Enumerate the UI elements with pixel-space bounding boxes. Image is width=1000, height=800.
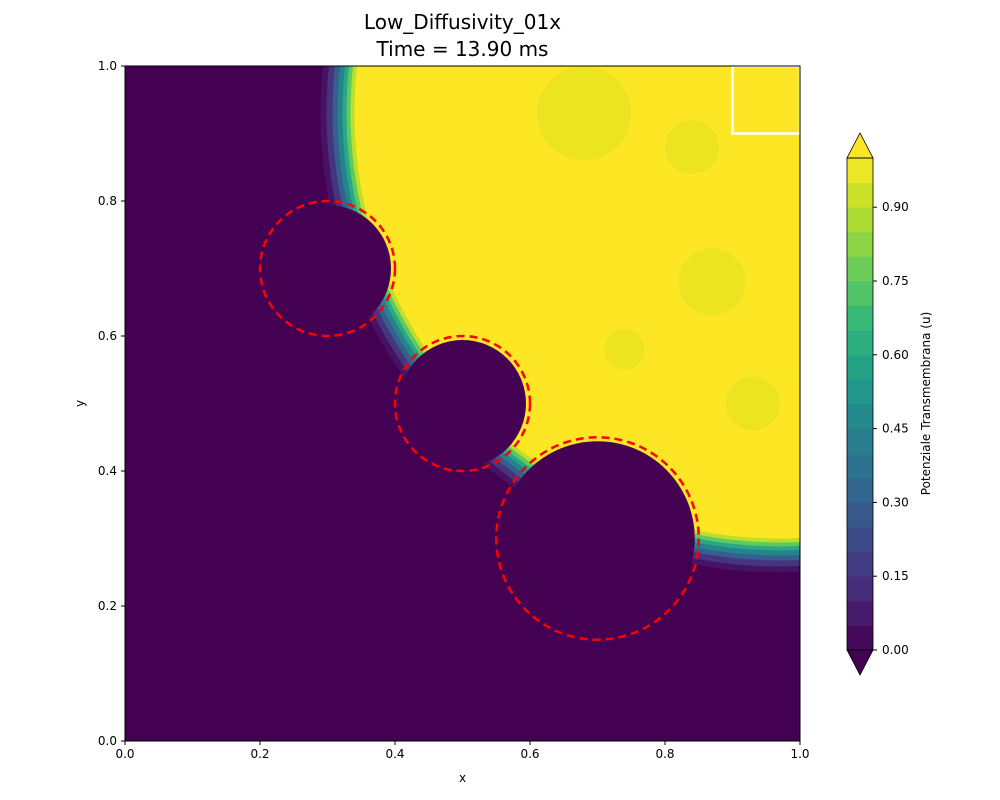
- colorbar-label: Potenziale Transmembrana (u): [919, 312, 933, 495]
- obstacle-region: [264, 205, 391, 332]
- excited-patch: [665, 120, 719, 174]
- colorbar-frame: [846, 157, 874, 651]
- colorbar-tick-label: 0.00: [882, 643, 909, 657]
- colorbar-level: [847, 551, 873, 577]
- y-tick-label: 1.0: [98, 59, 117, 73]
- colorbar-tick-label: 0.90: [882, 200, 909, 214]
- colorbar-extend-bottom: [846, 649, 874, 676]
- colorbar-level: [847, 477, 873, 503]
- colorbar-tick-label: 0.30: [882, 495, 909, 509]
- x-tick-label: 0.0: [115, 747, 134, 761]
- obstacle-outline: [258, 199, 397, 338]
- colorbar-tick-label: 0.15: [882, 569, 909, 583]
- plot-area: [124, 65, 801, 742]
- obstacle-region: [500, 441, 695, 636]
- highlight-box: [731, 66, 800, 135]
- colorbar-level: [847, 256, 873, 282]
- wavefront-band: [354, 66, 800, 539]
- colorbar-level: [847, 600, 873, 626]
- x-tick-label: 0.4: [385, 747, 404, 761]
- excited-patch: [604, 329, 645, 370]
- colorbar: 0.00 0.15 0.30 0.45 0.60 0.75 0.90: [846, 132, 909, 676]
- chart-title: Low_Diffusivity_01x: [363, 10, 562, 34]
- obstacle-region: [399, 340, 526, 467]
- colorbar-level: [847, 231, 873, 257]
- x-tick-label: 1.0: [790, 747, 809, 761]
- colorbar-level: [847, 576, 873, 602]
- colorbar-level: [847, 182, 873, 208]
- colorbar-level: [847, 527, 873, 553]
- y-tick-label: 0.4: [98, 464, 117, 478]
- axes: 0.0 0.2 0.4 0.6 0.8 1.0 0.0 0.2 0.4 0.6 0.8 1.0: [98, 59, 810, 761]
- colorbar-level: [847, 379, 873, 405]
- colorbar-level: [847, 305, 873, 331]
- colorbar-extend-top: [846, 132, 874, 159]
- y-tick-label: 0.8: [98, 194, 117, 208]
- colorbar-tick-label: 0.75: [882, 274, 909, 288]
- y-tick-label: 0.2: [98, 599, 117, 613]
- colorbar-level: [847, 625, 873, 651]
- x-tick-label: 0.8: [655, 747, 674, 761]
- obstacle-outline: [393, 334, 532, 473]
- colorbar-level: [847, 453, 873, 479]
- x-tick-label: 0.6: [520, 747, 539, 761]
- colorbar-level: [847, 428, 873, 454]
- excited-patch: [536, 66, 632, 161]
- chart-subtitle: Time = 13.90 ms: [376, 37, 549, 61]
- colorbar-level: [847, 404, 873, 430]
- colorbar-level: [847, 330, 873, 356]
- x-tick-label: 0.2: [250, 747, 269, 761]
- excited-patch: [725, 376, 780, 431]
- y-tick-label: 0.6: [98, 329, 117, 343]
- colorbar-level: [847, 354, 873, 380]
- colorbar-level: [847, 207, 873, 233]
- plot-frame: [124, 65, 801, 742]
- y-axis-label: y: [73, 400, 87, 407]
- colorbar-tick-label: 0.45: [882, 422, 909, 436]
- colorbar-level: [847, 281, 873, 307]
- x-axis-label: x: [459, 771, 466, 785]
- colorbar-tick-label: 0.60: [882, 348, 909, 362]
- excited-patch: [678, 248, 746, 316]
- colorbar-level: [847, 502, 873, 528]
- colorbar-level: [847, 158, 873, 184]
- y-tick-label: 0.0: [98, 734, 117, 748]
- obstacle-outline: [495, 436, 700, 641]
